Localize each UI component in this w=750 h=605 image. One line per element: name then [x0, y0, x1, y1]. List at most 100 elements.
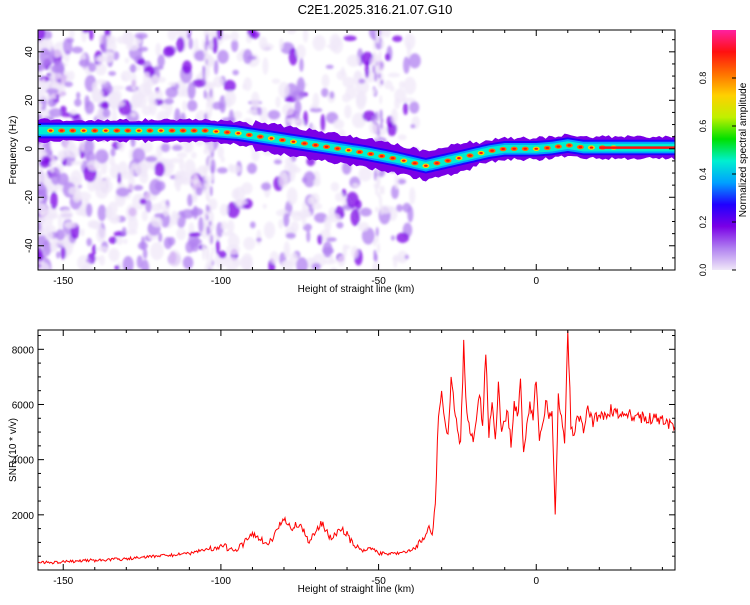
noise-blob — [150, 242, 164, 261]
noise-blob — [80, 30, 88, 43]
noise-blob — [374, 71, 378, 82]
noise-blob — [409, 187, 416, 205]
noise-blob — [278, 218, 284, 229]
colorbar: 0.0 0.2 0.4 0.6 0.8 Normalized spectral ampl… — [698, 30, 749, 276]
noise-blob — [78, 59, 91, 67]
noise-blob — [219, 203, 229, 216]
noise-blob — [70, 113, 79, 120]
noise-blob — [207, 233, 211, 243]
noise-blob — [288, 48, 298, 66]
noise-blob — [46, 88, 59, 94]
noise-blob — [291, 90, 305, 101]
noise-blob — [98, 55, 106, 63]
noise-blob — [172, 213, 181, 220]
noise-blob — [117, 161, 128, 177]
noise-blob — [109, 93, 118, 110]
noise-blob — [403, 76, 417, 95]
noise-blob — [123, 238, 128, 245]
noise-blob — [375, 111, 379, 122]
noise-blob — [38, 30, 46, 42]
noise-blob — [364, 61, 370, 79]
ridge-peak — [148, 129, 152, 132]
noise-blob — [134, 32, 148, 40]
noise-blob — [343, 35, 357, 42]
noise-blob — [49, 167, 55, 173]
noise-blob — [374, 123, 378, 133]
ridge-peak — [214, 130, 218, 133]
noise-blob — [246, 109, 260, 115]
ridge-peak — [258, 135, 263, 138]
noise-blob — [109, 213, 121, 224]
ridge-peak — [59, 129, 64, 132]
noise-blob — [279, 38, 284, 50]
ridge-peak — [92, 129, 97, 132]
noise-blob — [50, 191, 58, 210]
noise-blob — [326, 44, 339, 49]
noise-blob — [109, 162, 120, 179]
noise-blob — [381, 39, 385, 50]
noise-blob — [236, 52, 245, 62]
noise-blob — [38, 260, 44, 265]
snr-xlabel: Height of straight line (km) — [298, 584, 415, 595]
noise-blob — [114, 265, 120, 270]
snr-background — [38, 330, 675, 570]
noise-blob — [204, 182, 208, 189]
noise-blob — [377, 175, 381, 185]
noise-blob — [393, 254, 398, 268]
noise-blob — [294, 120, 305, 127]
noise-blob — [321, 74, 330, 88]
noise-blob — [59, 209, 73, 221]
noise-blob — [286, 30, 297, 34]
noise-blob — [236, 200, 242, 208]
noise-blob — [260, 42, 274, 51]
noise-blob — [131, 112, 137, 117]
noise-blob — [171, 144, 183, 151]
noise-blob — [232, 69, 239, 76]
spectrogram-frame — [37, 29, 676, 271]
noise-blob — [225, 97, 232, 109]
noise-blob — [207, 58, 211, 69]
noise-blob — [198, 216, 204, 233]
noise-blob — [202, 243, 206, 254]
colorbar-tick-label: 0.2 — [698, 216, 708, 229]
noise-blob — [95, 62, 107, 76]
noise-blob — [56, 251, 61, 259]
noise-blob — [227, 233, 240, 249]
noise-blob — [206, 66, 210, 77]
noise-blob — [52, 100, 57, 107]
ridge-peak — [567, 144, 572, 147]
noise-blob — [213, 76, 224, 88]
noise-blob — [71, 46, 84, 54]
noise-blob — [79, 141, 86, 152]
noise-blob — [296, 77, 305, 94]
ridge-band — [38, 126, 675, 170]
noise-blob — [333, 119, 345, 130]
snr-x-tick-label: -150 — [53, 576, 73, 587]
noise-blob — [210, 165, 214, 174]
noise-blob — [306, 230, 311, 243]
ridge-peak — [479, 151, 483, 155]
noise-blob — [402, 102, 409, 116]
noise-blob — [49, 240, 59, 252]
noise-blob — [291, 110, 300, 119]
noise-blob — [376, 38, 380, 44]
noise-blob — [91, 87, 98, 103]
noise-blob — [55, 229, 66, 241]
noise-blob — [182, 256, 194, 270]
noise-blob — [69, 30, 75, 39]
noise-blob — [86, 160, 101, 171]
noise-blob — [210, 39, 214, 51]
noise-blob — [379, 195, 383, 206]
noise-blob — [157, 54, 165, 68]
noise-blob — [285, 232, 296, 239]
noise-blob — [143, 71, 151, 89]
noise-blob — [209, 88, 213, 98]
noise-blob — [111, 85, 125, 90]
noise-blob — [132, 147, 146, 163]
snr-y-tick-label: 4000 — [12, 456, 35, 467]
noise-blob — [108, 247, 120, 262]
noise-blob — [232, 110, 243, 119]
noise-blob — [203, 30, 207, 37]
noise-blob — [328, 213, 341, 223]
noise-blob — [162, 204, 170, 217]
